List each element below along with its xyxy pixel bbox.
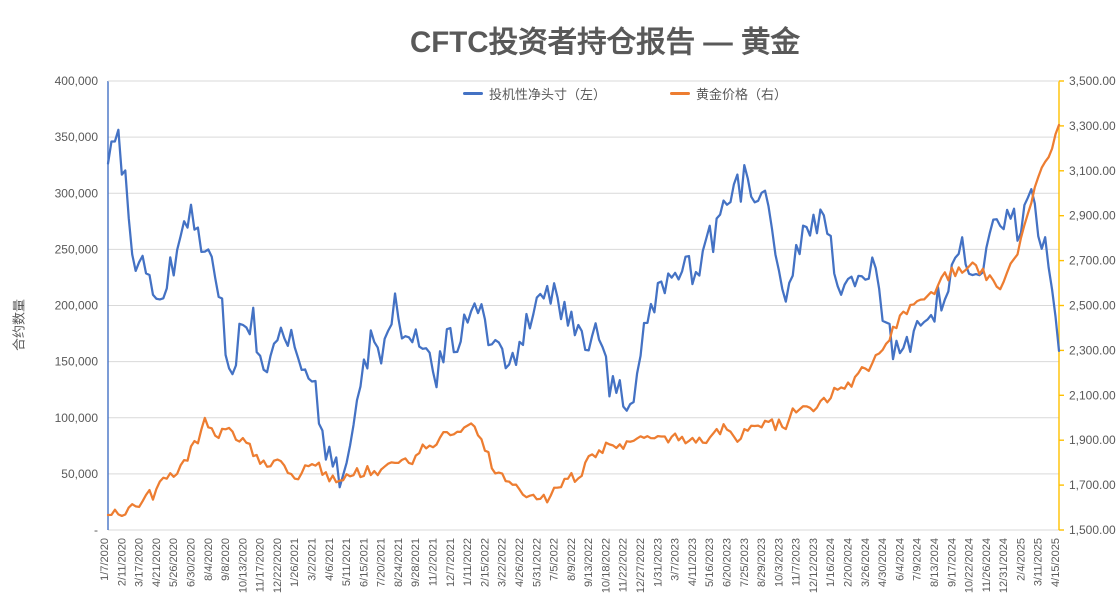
svg-text:1/7/2020: 1/7/2020 [99, 538, 111, 581]
svg-text:6/30/2020: 6/30/2020 [185, 538, 197, 587]
svg-text:8/29/2023: 8/29/2023 [756, 538, 768, 587]
svg-text:250,000: 250,000 [55, 242, 99, 256]
svg-text:6/15/2021: 6/15/2021 [358, 538, 370, 587]
svg-text:3/22/2022: 3/22/2022 [497, 538, 509, 587]
svg-text:10/18/2022: 10/18/2022 [600, 538, 612, 593]
svg-text:11/22/2022: 11/22/2022 [618, 538, 630, 592]
svg-text:350,000: 350,000 [55, 130, 99, 144]
svg-text:7/25/2023: 7/25/2023 [739, 538, 751, 587]
svg-text:1/26/2021: 1/26/2021 [289, 538, 301, 587]
svg-text:1/16/2024: 1/16/2024 [825, 538, 837, 587]
svg-text:2,100.00: 2,100.00 [1069, 388, 1116, 402]
svg-text:3/2/2021: 3/2/2021 [306, 538, 318, 581]
svg-text:12/22/2020: 12/22/2020 [272, 538, 284, 593]
svg-text:12/7/2021: 12/7/2021 [445, 538, 457, 587]
svg-text:2,500.00: 2,500.00 [1069, 299, 1116, 313]
svg-text:4/26/2022: 4/26/2022 [514, 538, 526, 587]
svg-text:2/4/2025: 2/4/2025 [1015, 538, 1027, 581]
svg-text:1,900.00: 1,900.00 [1069, 433, 1116, 447]
svg-text:7/9/2024: 7/9/2024 [912, 538, 924, 581]
svg-text:4/15/2025: 4/15/2025 [1050, 538, 1062, 587]
svg-text:9/13/2022: 9/13/2022 [583, 538, 595, 587]
svg-text:2/20/2024: 2/20/2024 [843, 538, 855, 587]
svg-text:1,500.00: 1,500.00 [1069, 523, 1116, 537]
svg-text:12/31/2024: 12/31/2024 [998, 538, 1010, 593]
svg-text:4/21/2020: 4/21/2020 [151, 538, 163, 587]
svg-text:8/24/2021: 8/24/2021 [393, 538, 405, 587]
svg-text:10/13/2020: 10/13/2020 [237, 538, 249, 593]
svg-text:9/17/2024: 9/17/2024 [946, 538, 958, 587]
svg-text:1/31/2023: 1/31/2023 [652, 538, 664, 587]
svg-text:1,700.00: 1,700.00 [1069, 478, 1116, 492]
svg-text:5/26/2020: 5/26/2020 [168, 538, 180, 587]
svg-text:100,000: 100,000 [55, 411, 99, 425]
svg-text:3,500.00: 3,500.00 [1069, 74, 1116, 88]
svg-text:10/3/2023: 10/3/2023 [773, 538, 785, 587]
svg-text:200,000: 200,000 [55, 299, 99, 313]
svg-text:8/13/2024: 8/13/2024 [929, 538, 941, 587]
svg-text:2/15/2022: 2/15/2022 [479, 538, 491, 587]
svg-text:5/11/2021: 5/11/2021 [341, 538, 353, 586]
svg-text:4/11/2023: 4/11/2023 [687, 538, 699, 586]
svg-text:3,100.00: 3,100.00 [1069, 164, 1116, 178]
svg-text:1/11/2022: 1/11/2022 [462, 538, 474, 586]
svg-text:4/30/2024: 4/30/2024 [877, 538, 889, 587]
svg-text:6/4/2024: 6/4/2024 [894, 538, 906, 581]
svg-text:-: - [94, 523, 98, 537]
svg-text:9/8/2020: 9/8/2020 [220, 538, 232, 581]
svg-text:3/7/2023: 3/7/2023 [670, 538, 682, 581]
svg-text:11/2/2021: 11/2/2021 [428, 538, 440, 586]
svg-text:12/27/2022: 12/27/2022 [635, 538, 647, 593]
svg-text:10/22/2024: 10/22/2024 [964, 538, 976, 593]
svg-text:4/6/2021: 4/6/2021 [324, 538, 336, 581]
svg-text:11/7/2023: 11/7/2023 [791, 538, 803, 586]
svg-text:150,000: 150,000 [55, 355, 99, 369]
svg-text:7/20/2021: 7/20/2021 [376, 538, 388, 587]
svg-text:50,000: 50,000 [61, 467, 98, 481]
svg-text:2,700.00: 2,700.00 [1069, 254, 1116, 268]
svg-text:9/28/2021: 9/28/2021 [410, 538, 422, 587]
svg-text:5/16/2023: 5/16/2023 [704, 538, 716, 587]
svg-text:11/26/2024: 11/26/2024 [981, 538, 993, 592]
svg-text:8/4/2020: 8/4/2020 [203, 538, 215, 581]
svg-text:3/17/2020: 3/17/2020 [134, 538, 146, 587]
svg-text:400,000: 400,000 [55, 74, 99, 88]
svg-text:300,000: 300,000 [55, 186, 99, 200]
svg-text:3/26/2024: 3/26/2024 [860, 538, 872, 587]
svg-text:5/31/2022: 5/31/2022 [531, 538, 543, 587]
svg-text:2/11/2020: 2/11/2020 [116, 538, 128, 586]
svg-text:3/11/2025: 3/11/2025 [1033, 538, 1045, 586]
svg-text:3,300.00: 3,300.00 [1069, 119, 1116, 133]
svg-text:7/5/2022: 7/5/2022 [549, 538, 561, 581]
svg-text:6/20/2023: 6/20/2023 [721, 538, 733, 587]
svg-text:2,300.00: 2,300.00 [1069, 343, 1116, 357]
svg-text:2,900.00: 2,900.00 [1069, 209, 1116, 223]
svg-text:11/17/2020: 11/17/2020 [255, 538, 267, 592]
svg-text:12/12/2023: 12/12/2023 [808, 538, 820, 593]
svg-text:8/9/2022: 8/9/2022 [566, 538, 578, 581]
